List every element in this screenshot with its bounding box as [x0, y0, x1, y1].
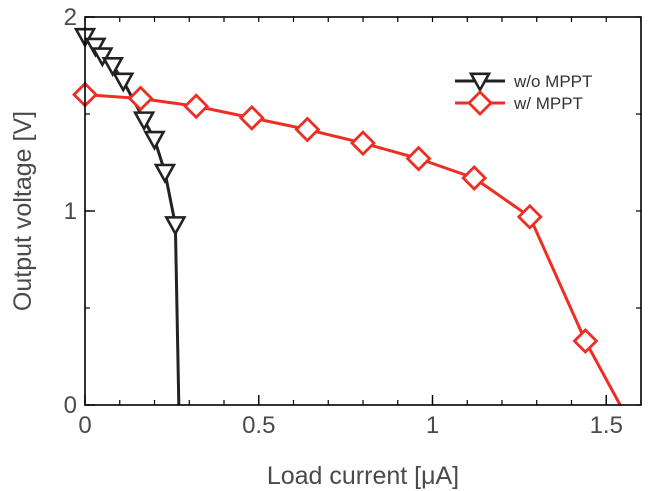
legend-marker — [468, 72, 492, 93]
data-point — [112, 72, 135, 93]
data-point — [91, 47, 114, 68]
plot-frame — [84, 16, 642, 406]
series-w-mppt — [72, 81, 622, 406]
data-point — [153, 163, 177, 184]
data-point — [238, 104, 265, 131]
legend-label: w/o MPPT — [513, 72, 592, 91]
data-point — [294, 116, 321, 143]
data-point — [164, 216, 187, 237]
y-axis-title: Output voltage [V] — [9, 111, 37, 311]
ticks-layer: 0 0.5 1 1.5 0 1 2 — [64, 4, 642, 439]
data-point — [127, 85, 154, 112]
data-point — [101, 56, 125, 78]
x-tick-label: 1 — [426, 412, 439, 439]
data-point — [84, 37, 107, 58]
legend-marker — [467, 90, 493, 116]
x-tick-label: 1.5 — [590, 412, 623, 439]
y-tick-label: 2 — [64, 4, 77, 31]
y-tick-label: 1 — [64, 198, 77, 225]
data-point — [350, 130, 376, 157]
data-point — [461, 165, 488, 191]
x-tick-label: 0 — [78, 412, 91, 439]
data-point — [516, 203, 543, 230]
x-tick-label: 0.5 — [242, 412, 275, 439]
data-point — [143, 130, 166, 151]
series-layer — [72, 27, 622, 406]
legend-label: w/ MPPT — [513, 94, 583, 113]
y-axis-label: Output voltage [V] — [9, 111, 37, 311]
legend-item: w/o MPPT — [455, 72, 592, 93]
data-point — [572, 328, 599, 354]
data-point — [405, 145, 432, 172]
legend-item: w/ MPPT — [455, 90, 583, 116]
x-axis-title: Load current [μA] — [267, 462, 459, 490]
legend: w/o MPPT w/ MPPT — [455, 72, 592, 116]
data-point — [183, 93, 210, 120]
x-axis-label: Load current [μA] — [267, 462, 459, 490]
data-point — [132, 111, 156, 132]
series-wo-mppt — [73, 27, 187, 406]
y-tick-label: 0 — [64, 392, 77, 419]
series-line — [83, 35, 181, 406]
